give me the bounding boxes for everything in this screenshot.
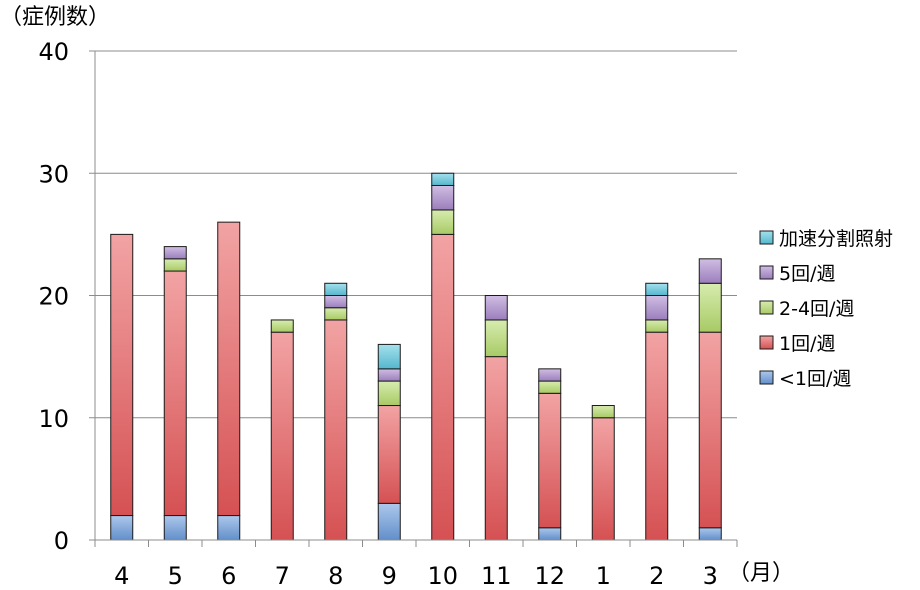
bar-segment	[591, 417, 615, 541]
y-tick-label: 20	[38, 283, 69, 311]
legend-swatch	[759, 265, 774, 280]
bar-segment	[163, 258, 187, 272]
legend-entry-label: 1回/週	[779, 333, 836, 355]
bar-segment	[484, 356, 508, 541]
bar-segment	[538, 392, 562, 529]
legend-swatch	[759, 335, 774, 350]
x-tick-label: 2	[649, 562, 664, 590]
bar-segment	[163, 246, 187, 260]
legend-entry-label: 加速分割照射	[779, 228, 893, 250]
x-tick-label: 10	[427, 562, 458, 590]
x-tick-label: 4	[114, 562, 129, 590]
y-tick-label: 10	[38, 405, 69, 433]
bar-segment	[324, 282, 348, 296]
bar-segment	[324, 319, 348, 541]
bar-segment	[377, 502, 401, 541]
bar-segment	[431, 172, 455, 186]
bar-segment	[698, 282, 722, 333]
bar-segment	[110, 233, 134, 517]
x-axis-unit-label: （月）	[728, 561, 794, 586]
bar-segment	[163, 515, 187, 541]
x-tick-label: 7	[275, 562, 290, 590]
bar-segment	[270, 319, 294, 333]
legend-swatch	[759, 300, 774, 315]
x-tick-label: 11	[481, 562, 512, 590]
x-tick-label: 3	[703, 562, 718, 590]
bar-segment	[217, 515, 241, 541]
bar-segment	[217, 221, 241, 517]
legend-swatch	[759, 230, 774, 245]
bar-segment	[591, 405, 615, 419]
bar-segment	[377, 368, 401, 382]
bar-segment	[377, 405, 401, 504]
y-tick-label: 30	[38, 160, 69, 188]
bar-segment	[698, 331, 722, 529]
y-axis-unit-label: （症例数）	[0, 5, 110, 30]
bar-segment	[484, 295, 508, 321]
y-tick-label: 40	[38, 38, 69, 66]
bars	[110, 172, 722, 541]
bar-segment	[431, 184, 455, 211]
legend-swatch	[759, 370, 774, 385]
bar-segment	[645, 331, 669, 541]
grid-lines: 0 10 20 30 40	[38, 38, 737, 555]
x-tick-label: 8	[328, 562, 343, 590]
y-tick-label: 0	[54, 527, 69, 555]
bar-segment	[645, 282, 669, 296]
x-tick-label: 6	[221, 562, 236, 590]
legend: 加速分割照射 5回/週 2-4回/週 1回/週 <1回/週	[759, 228, 893, 390]
bar-segment	[324, 307, 348, 321]
bar-segment	[538, 380, 562, 394]
x-tick-label: 1	[596, 562, 611, 590]
x-tick-label: 9	[382, 562, 397, 590]
bar-segment	[110, 515, 134, 541]
bar-segment	[163, 270, 187, 517]
bar-segment	[324, 295, 348, 309]
bar-segment	[645, 319, 669, 333]
bar-segment	[698, 258, 722, 284]
x-tick-label: 12	[534, 562, 565, 590]
legend-entry-label: 5回/週	[779, 263, 836, 285]
bar-segment	[431, 233, 455, 541]
bar-segment	[270, 331, 294, 541]
legend-entry-label: 2-4回/週	[779, 298, 854, 320]
x-tick-label: 5	[168, 562, 183, 590]
bar-segment	[377, 380, 401, 407]
bar-segment	[431, 209, 455, 235]
bar-segment	[484, 319, 508, 358]
legend-entry-label: <1回/週	[779, 368, 851, 390]
bar-segment	[538, 368, 562, 382]
bar-segment	[538, 527, 562, 541]
bar-segment	[698, 527, 722, 541]
axes: 4 5 6 7 8 9 10 11 12 1 2 3	[89, 50, 738, 590]
bar-segment	[377, 343, 401, 370]
bar-segment	[645, 295, 669, 321]
